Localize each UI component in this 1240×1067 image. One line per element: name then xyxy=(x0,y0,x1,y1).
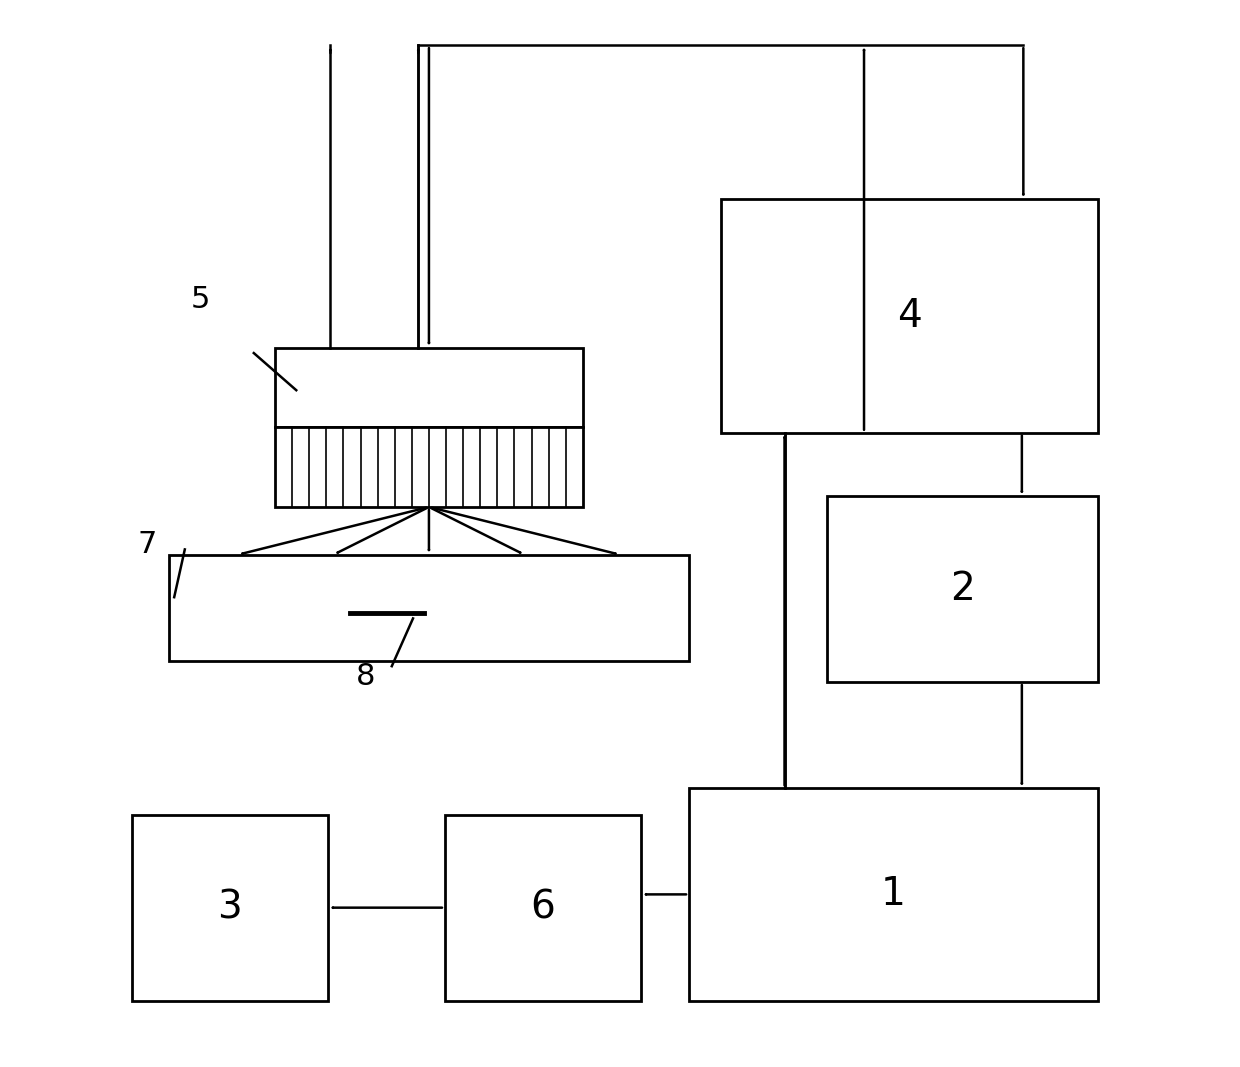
Bar xyxy=(275,348,583,428)
Bar xyxy=(827,496,1097,682)
Bar xyxy=(689,789,1097,1001)
Text: 2: 2 xyxy=(950,570,975,608)
Bar xyxy=(275,428,583,507)
Bar xyxy=(169,555,689,660)
Text: 6: 6 xyxy=(531,889,556,926)
Bar xyxy=(131,815,329,1001)
Bar xyxy=(445,815,641,1001)
Text: 8: 8 xyxy=(356,663,374,691)
Text: 1: 1 xyxy=(880,875,905,913)
Text: 7: 7 xyxy=(138,529,157,559)
Bar xyxy=(720,200,1097,432)
Text: 5: 5 xyxy=(191,286,211,315)
Text: 4: 4 xyxy=(897,297,921,335)
Text: 3: 3 xyxy=(217,889,242,926)
